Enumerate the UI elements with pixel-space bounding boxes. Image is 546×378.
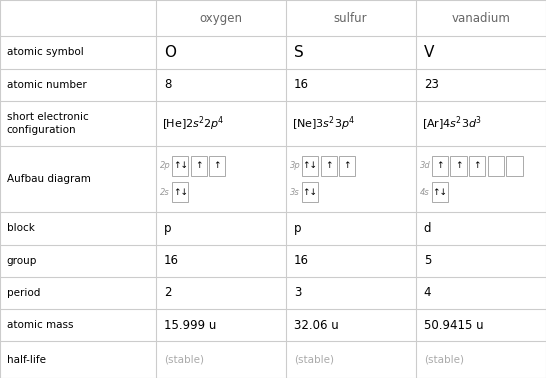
- Text: 2p: 2p: [160, 161, 171, 170]
- Bar: [469, 156, 485, 176]
- Text: p: p: [164, 222, 171, 235]
- Text: 3p: 3p: [290, 161, 301, 170]
- Bar: [302, 183, 318, 202]
- Bar: [432, 183, 448, 202]
- Text: (stable): (stable): [294, 355, 334, 365]
- Text: ↑: ↑: [325, 161, 333, 170]
- Bar: [209, 156, 225, 176]
- Text: 15.999 u: 15.999 u: [164, 319, 216, 332]
- Text: 3: 3: [294, 287, 301, 299]
- Text: atomic mass: atomic mass: [7, 320, 73, 330]
- Text: oxygen: oxygen: [199, 12, 242, 25]
- Text: 16: 16: [294, 78, 308, 91]
- Text: ↑↓: ↑↓: [302, 161, 318, 170]
- Text: ↑↓: ↑↓: [173, 161, 188, 170]
- Text: (stable): (stable): [164, 355, 204, 365]
- Text: ↑: ↑: [343, 161, 351, 170]
- Text: d: d: [424, 222, 431, 235]
- Text: ↑: ↑: [195, 161, 203, 170]
- Text: block: block: [7, 223, 34, 233]
- Text: sulfur: sulfur: [334, 12, 367, 25]
- Bar: [191, 156, 207, 176]
- Text: atomic symbol: atomic symbol: [7, 47, 84, 57]
- Bar: [321, 156, 337, 176]
- Text: ↑↓: ↑↓: [432, 188, 448, 197]
- Text: 5: 5: [424, 254, 431, 267]
- Text: 4s: 4s: [420, 188, 430, 197]
- Text: 23: 23: [424, 78, 438, 91]
- Text: ↑↓: ↑↓: [302, 188, 318, 197]
- Text: S: S: [294, 45, 304, 60]
- Text: vanadium: vanadium: [452, 12, 510, 25]
- Bar: [432, 156, 448, 176]
- Text: group: group: [7, 256, 37, 266]
- Text: short electronic
configuration: short electronic configuration: [7, 112, 88, 135]
- Text: $\mathregular{[Ne]3}s\mathregular{^2}\mathregular{3}p\mathregular{^4}$: $\mathregular{[Ne]3}s\mathregular{^2}\ma…: [292, 114, 355, 133]
- Text: ↑↓: ↑↓: [173, 188, 188, 197]
- Text: 50.9415 u: 50.9415 u: [424, 319, 483, 332]
- Text: 2s: 2s: [160, 188, 170, 197]
- Text: O: O: [164, 45, 176, 60]
- Text: 32.06 u: 32.06 u: [294, 319, 339, 332]
- Text: (stable): (stable): [424, 355, 464, 365]
- Text: 4: 4: [424, 287, 431, 299]
- Text: half-life: half-life: [7, 355, 45, 365]
- Text: 16: 16: [294, 254, 308, 267]
- Text: 16: 16: [164, 254, 179, 267]
- Bar: [172, 156, 188, 176]
- Text: V: V: [424, 45, 434, 60]
- Bar: [302, 156, 318, 176]
- Bar: [506, 156, 523, 176]
- Text: ↑: ↑: [213, 161, 221, 170]
- Text: $\mathregular{[Ar]4}s\mathregular{^2}\mathregular{3}d\mathregular{^3}$: $\mathregular{[Ar]4}s\mathregular{^2}\ma…: [422, 114, 482, 133]
- Text: $\mathregular{[He]2}s\mathregular{^2}\mathregular{2}p\mathregular{^4}$: $\mathregular{[He]2}s\mathregular{^2}\ma…: [162, 114, 225, 133]
- Bar: [172, 183, 188, 202]
- Text: atomic number: atomic number: [7, 80, 86, 90]
- Bar: [450, 156, 467, 176]
- Text: 2: 2: [164, 287, 171, 299]
- Text: period: period: [7, 288, 40, 298]
- Text: p: p: [294, 222, 301, 235]
- Text: ↑: ↑: [436, 161, 444, 170]
- Text: Aufbau diagram: Aufbau diagram: [7, 174, 91, 184]
- Text: ↑: ↑: [473, 161, 481, 170]
- Bar: [339, 156, 355, 176]
- Text: 8: 8: [164, 78, 171, 91]
- Text: ↑: ↑: [455, 161, 462, 170]
- Bar: [488, 156, 504, 176]
- Text: 3d: 3d: [420, 161, 431, 170]
- Text: 3s: 3s: [290, 188, 300, 197]
